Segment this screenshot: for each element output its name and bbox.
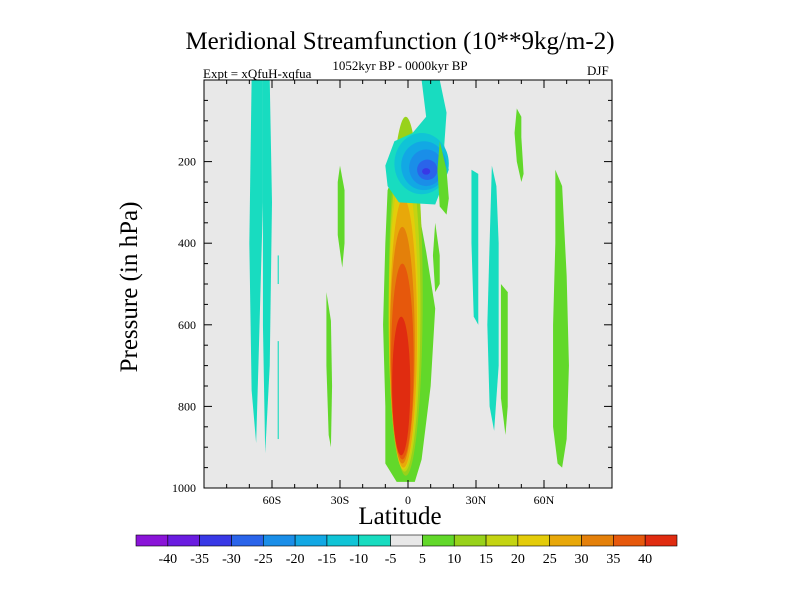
x-tick-label: 30N	[466, 493, 487, 507]
x-tick-label: 30S	[331, 493, 350, 507]
x-tick-label: 0	[405, 493, 411, 507]
chart-subtitle: 1052kyr BP - 0000kyr BP	[332, 58, 468, 73]
colorbar-label: 5	[419, 552, 426, 567]
chart-title: Meridional Streamfunction (10**9kg/m-2)	[185, 28, 615, 55]
streak-60S-a	[249, 80, 263, 444]
colorbar-label: 40	[638, 552, 652, 567]
y-tick-label: 200	[178, 155, 196, 169]
colorbar-label: 15	[479, 552, 493, 567]
streak-37N	[487, 165, 499, 431]
streak-15N	[437, 141, 449, 215]
colorbar-swatch	[326, 534, 360, 547]
neg-contour-30	[422, 168, 431, 175]
colorbar-label: 30	[575, 552, 589, 567]
streak-48N	[514, 108, 524, 182]
colorbar-label: -20	[286, 552, 305, 567]
streak-12N	[432, 222, 440, 293]
experiment-label: Expt = xQfuH-xqfua	[203, 66, 312, 81]
colorbar-swatch	[294, 534, 328, 547]
pos-contour-40	[392, 316, 411, 456]
y-tick-label: 800	[178, 399, 196, 413]
streak-28S	[337, 165, 345, 268]
colorbar-label: -5	[385, 552, 397, 567]
streak-30N	[471, 169, 479, 325]
colorbar-swatch	[358, 534, 391, 547]
colorbar: -40 -35 -30 -25 -20 -15 -10 -5 5 10 15 20 25 30 35 40	[135, 534, 678, 567]
season-label: DJF	[587, 63, 609, 78]
x-tick-label: 60S	[263, 493, 282, 507]
x-axis-title: Latitude	[358, 503, 442, 530]
colorbar-label: 25	[543, 552, 557, 567]
colorbar-swatch	[199, 534, 232, 547]
colorbar-swatch	[422, 534, 455, 547]
axes: 60S 30S 0 30N 60N 200 400 600 800 1000	[172, 79, 613, 507]
colorbar-swatch	[549, 534, 582, 547]
streak-55S-a	[277, 255, 279, 284]
streak-60S-b	[262, 80, 272, 454]
colorbar-swatch	[613, 534, 646, 547]
colorbar-label: -10	[349, 552, 368, 567]
y-tick-label: 1000	[172, 481, 196, 495]
colorbar-label: -15	[318, 552, 337, 567]
colorbar-swatch	[644, 534, 678, 547]
colorbar-swatch	[517, 534, 551, 547]
streak-35S-low	[326, 292, 333, 448]
colorbar-swatch	[453, 534, 487, 547]
colorbar-swatch	[167, 534, 200, 547]
streak-55S-b	[277, 341, 279, 440]
plot-area	[204, 80, 612, 488]
colorbar-label: -30	[222, 552, 241, 567]
colorbar-swatch	[231, 534, 264, 547]
colorbar-label: -35	[190, 552, 209, 567]
colorbar-label: 35	[606, 552, 620, 567]
streak-66N	[553, 169, 569, 468]
y-tick-label: 600	[178, 318, 196, 332]
colorbar-label: 10	[447, 552, 461, 567]
streak-42N	[500, 284, 508, 435]
colorbar-label: -40	[158, 552, 177, 567]
colorbar-swatch	[262, 534, 296, 547]
colorbar-swatch	[485, 534, 519, 547]
colorbar-swatch	[135, 534, 169, 547]
colorbar-swatch	[390, 534, 423, 547]
x-tick-label: 60N	[534, 493, 555, 507]
colorbar-label: -25	[254, 552, 273, 567]
y-tick-label: 400	[178, 236, 196, 250]
colorbar-swatch	[581, 534, 614, 547]
colorbar-label: 20	[511, 552, 525, 567]
